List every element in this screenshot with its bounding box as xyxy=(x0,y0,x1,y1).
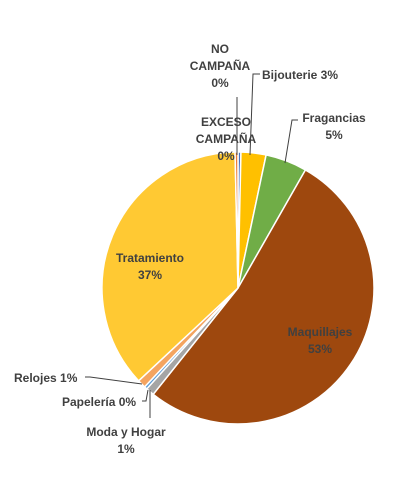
data-label-moda-y-hogar: Moda y Hogar 1% xyxy=(86,425,166,456)
data-label-fragancias: Fragancias 5% xyxy=(302,111,366,142)
data-labels: NO CAMPAÑA 0% Bijouterie 3% Fragancias 5% Maqu… xyxy=(14,42,366,456)
leader-line-relojes xyxy=(85,376,143,385)
slice-tratamiento xyxy=(101,151,239,382)
leader-line-papeleria xyxy=(142,389,149,402)
leader-line-bijouterie xyxy=(249,73,260,156)
data-label-exceso-campana: EXCESO CAMPAÑA 0% xyxy=(196,115,257,163)
data-label-tratamiento: Tratamiento 37% xyxy=(116,251,184,282)
leader-line-fragancias xyxy=(284,119,298,164)
data-label-bijouterie: Bijouterie 3% xyxy=(262,68,338,82)
data-label-papeleria: Papelería 0% xyxy=(62,395,136,409)
pie-slices xyxy=(101,151,375,425)
slice-maquillajes xyxy=(152,168,375,425)
data-label-maquillajes: Maquillajes 53% xyxy=(288,325,353,356)
data-label-relojes: Relojes 1% xyxy=(14,371,78,385)
leader-lines xyxy=(85,73,298,418)
data-label-no-campana: NO CAMPAÑA 0% xyxy=(190,42,251,90)
